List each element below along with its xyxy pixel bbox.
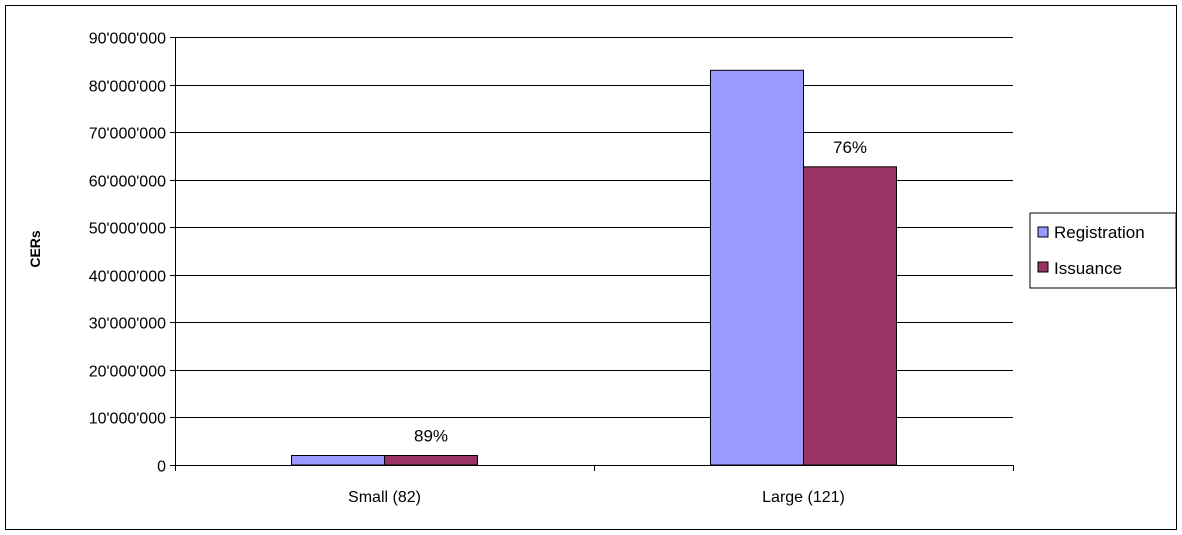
bar-issuance-1 <box>384 454 478 466</box>
y-tick-label: 10'000'000 <box>89 411 166 428</box>
legend: Registration Issuance <box>1029 212 1177 289</box>
x-tick-label: Large (121) <box>762 489 845 506</box>
bar-registration-1 <box>291 454 385 466</box>
bar-registration-2 <box>710 69 804 466</box>
y-axis-title: CERs <box>27 230 43 268</box>
legend-swatch-issuance <box>1037 261 1049 273</box>
y-tick-label: 50'000'000 <box>89 221 166 238</box>
y-tick-label: 60'000'000 <box>89 174 166 191</box>
bar-issuance-2 <box>803 166 897 466</box>
data-labels: 89% 76% <box>414 138 867 446</box>
y-tick-label: 90'000'000 <box>89 31 166 48</box>
y-tick-label: 30'000'000 <box>89 316 166 333</box>
x-tick-labels: Small (82) Large (121) <box>348 489 845 506</box>
legend-box <box>1029 212 1177 289</box>
axes <box>170 37 1014 471</box>
y-tick-label: 70'000'000 <box>89 126 166 143</box>
legend-label-registration: Registration <box>1054 223 1145 242</box>
y-tick-label: 40'000'000 <box>89 269 166 286</box>
data-label: 76% <box>833 138 867 157</box>
data-label: 89% <box>414 426 448 445</box>
y-tick-label: 20'000'000 <box>89 364 166 381</box>
chart-frame <box>5 5 1177 530</box>
y-tick-label: 0 <box>157 459 166 476</box>
x-tick-label: Small (82) <box>348 489 421 506</box>
bars <box>291 69 897 466</box>
y-tick-label: 80'000'000 <box>89 79 166 96</box>
y-tick-labels: 0 10'000'000 20'000'000 30'000'000 40'000'00… <box>89 31 166 476</box>
legend-swatch-registration <box>1037 226 1049 238</box>
legend-label-issuance: Issuance <box>1054 259 1122 278</box>
